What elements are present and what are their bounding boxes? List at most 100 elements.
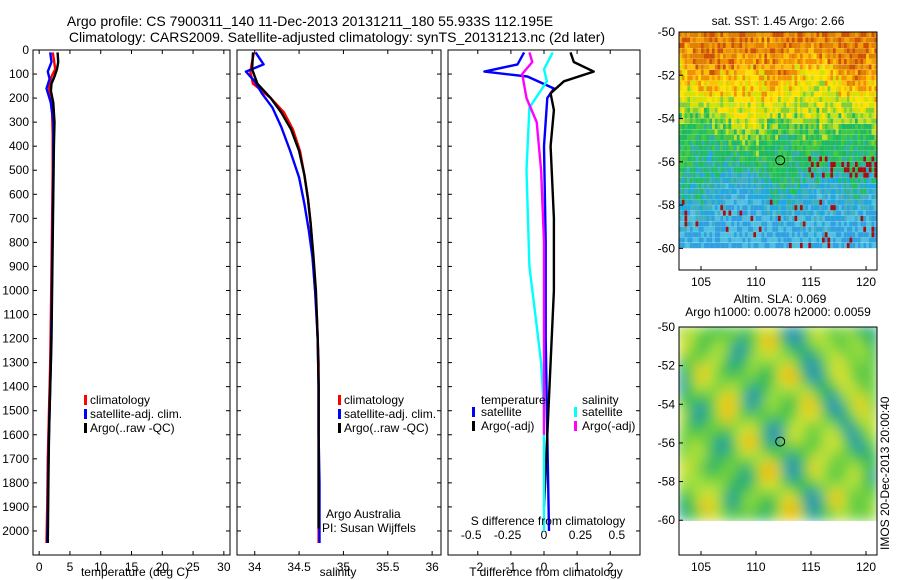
- sla-cell: [810, 374, 818, 386]
- sst-cell: [811, 69, 814, 76]
- figure-title-line1: Argo profile: CS 7900311_140 11-Dec-2013…: [67, 13, 553, 29]
- sst-cell: [753, 91, 757, 97]
- sla-cell: [727, 441, 736, 453]
- sst-cell: [802, 42, 806, 48]
- sst-cell: [734, 134, 737, 140]
- sst-cell: [866, 199, 869, 205]
- sla-cell: [804, 393, 813, 405]
- sst-cell: [734, 178, 737, 184]
- sst-cell: [866, 124, 869, 130]
- sst-cell: [720, 221, 724, 227]
- sst-cell: [725, 167, 729, 173]
- sst-cell: [701, 140, 704, 146]
- sst-cell: [772, 210, 776, 216]
- sst-cell: [805, 243, 809, 249]
- sla-cell: [700, 384, 708, 395]
- sla-cell: [733, 451, 741, 463]
- sst-cell: [709, 59, 713, 65]
- sst-cell: [780, 183, 784, 189]
- sst-cell: [846, 42, 850, 48]
- sst-cell: [778, 91, 781, 97]
- sla-cell: [854, 412, 862, 424]
- sst-cell: [767, 151, 770, 157]
- sst-cell: [728, 205, 732, 211]
- sst-cell: [849, 215, 853, 222]
- sst-cell: [723, 48, 726, 54]
- sst-cell: [844, 59, 847, 65]
- sla-cell: [788, 441, 796, 453]
- sst-cell: [772, 86, 776, 92]
- sla-cell: [749, 374, 758, 386]
- sla-cell: [722, 490, 730, 502]
- sst-cell: [736, 32, 740, 38]
- sla-cell: [859, 384, 868, 395]
- sst-cell: [750, 124, 754, 130]
- sst-cell: [734, 96, 737, 103]
- sst-cell: [808, 42, 812, 48]
- sst-cell: [860, 226, 864, 232]
- sst-cell: [725, 113, 729, 119]
- sla-cell: [859, 509, 868, 521]
- sla-cell: [859, 327, 868, 337]
- sst-cell: [747, 183, 751, 189]
- sst-cell: [736, 48, 740, 54]
- sst-cell: [833, 161, 836, 167]
- sst-cell: [824, 32, 828, 38]
- sst-cell: [789, 96, 792, 103]
- sst-cell: [701, 167, 704, 173]
- sst-cell: [764, 91, 768, 97]
- sst-cell: [830, 167, 834, 173]
- sst-cell: [813, 156, 817, 162]
- sst-cell: [797, 188, 801, 195]
- sst-cell: [874, 167, 877, 173]
- sla-cell: [716, 393, 725, 405]
- sst-cell: [712, 145, 715, 151]
- sla-cell: [716, 509, 725, 521]
- sst-cell: [775, 237, 779, 243]
- sst-cell: [761, 232, 765, 238]
- sst-cell: [808, 86, 812, 92]
- sst-cell: [747, 91, 751, 97]
- sst-cell: [789, 91, 792, 97]
- sst-cell: [827, 194, 831, 200]
- sst-cell: [681, 161, 685, 167]
- depth-tick-label: 1700: [2, 452, 29, 466]
- sla-cell: [848, 327, 857, 337]
- sst-cell: [811, 80, 814, 86]
- sst-cell: [841, 226, 845, 232]
- sst-cell: [728, 118, 732, 124]
- sst-cell: [841, 96, 845, 103]
- sst-cell: [756, 188, 759, 195]
- sst-cell: [838, 232, 842, 238]
- sst-cell: [852, 96, 856, 103]
- sst-cell: [860, 75, 864, 81]
- sst-cell: [808, 75, 812, 81]
- sst-cell: [824, 183, 828, 189]
- sla-cell: [832, 374, 840, 386]
- sla-cell: [799, 461, 807, 473]
- sla-cell: [679, 355, 686, 366]
- sst-cell: [742, 237, 746, 243]
- sst-cell: [734, 80, 737, 86]
- sst-cell: [822, 167, 825, 173]
- sst-cell: [761, 75, 765, 81]
- sst-cell: [712, 183, 715, 189]
- sst-cell: [742, 194, 746, 200]
- sla-cell: [832, 461, 840, 473]
- sst-cell: [866, 107, 869, 113]
- sst-cell: [855, 232, 858, 238]
- depth-tick-label: 2000: [2, 524, 29, 538]
- sst-cell: [802, 32, 806, 38]
- sst-cell: [706, 37, 710, 43]
- sla-cell: [843, 422, 851, 434]
- sst-cell: [838, 221, 842, 227]
- sst-cell: [690, 64, 693, 70]
- sst-cell: [692, 205, 696, 211]
- sst-cell: [780, 237, 784, 243]
- sst-cell: [734, 194, 737, 200]
- sst-cell: [714, 80, 718, 86]
- t-difference-axis-ticks: -2 -1 0 1 2: [472, 50, 614, 574]
- sst-cell: [866, 102, 869, 108]
- sst-cell: [736, 237, 740, 243]
- sst-cell: [838, 124, 842, 130]
